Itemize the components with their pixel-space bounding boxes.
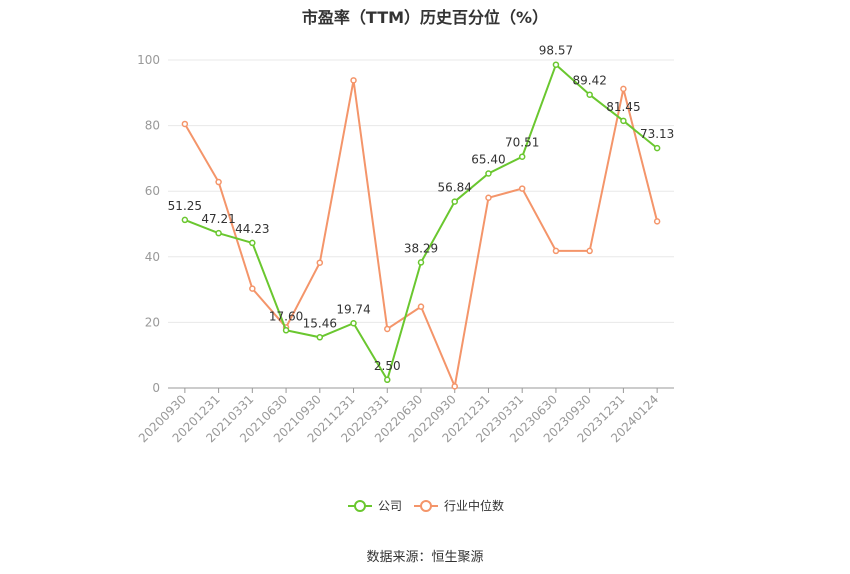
data-label: 47.21	[201, 212, 235, 226]
grid-lines	[168, 59, 674, 323]
data-label: 17.60	[269, 309, 303, 323]
data-point-industry	[518, 185, 526, 192]
data-point-company	[653, 144, 661, 152]
data-point-industry	[215, 178, 222, 186]
data-label: 51.25	[168, 199, 202, 213]
data-label: 15.46	[303, 316, 337, 330]
data-point-industry	[181, 120, 189, 128]
data-point-industry	[586, 247, 593, 255]
y-tick-label: 60	[145, 184, 160, 198]
data-point-industry	[485, 194, 492, 202]
legend-label-industry: 行业中位数	[444, 498, 504, 513]
data-point-industry	[552, 247, 560, 255]
x-axis: 2020093020201231202103312021063020210930…	[136, 387, 674, 445]
data-label: 44.23	[235, 222, 269, 236]
y-tick-label: 80	[145, 119, 160, 133]
y-tick-label: 0	[152, 381, 160, 395]
chart-title: 市盈率（TTM）历史百分位（%）	[301, 8, 549, 27]
series-layer	[181, 61, 661, 390]
legend-label-company: 公司	[378, 499, 402, 513]
data-point-company	[518, 153, 526, 160]
data-label: 65.40	[471, 152, 505, 166]
y-tick-label: 40	[145, 250, 160, 264]
data-point-industry	[316, 259, 324, 266]
y-tick-label: 20	[145, 315, 160, 329]
data-point-company	[316, 334, 324, 341]
data-point-company	[451, 198, 458, 205]
data-point-company	[485, 170, 492, 177]
data-point-industry	[653, 218, 661, 225]
data-label: 2.50	[374, 359, 401, 373]
data-point-company	[350, 320, 357, 327]
data-label: 38.29	[404, 241, 438, 255]
legend-marker-industry	[420, 500, 432, 512]
data-label: 19.74	[336, 302, 370, 316]
data-label: 98.57	[539, 44, 573, 58]
data-point-industry	[417, 303, 425, 310]
y-axis: 0 20 40 60 80 100	[137, 53, 160, 395]
legend-marker-company	[354, 500, 366, 512]
data-point-company	[249, 239, 256, 247]
data-point-industry	[350, 77, 357, 84]
data-point-company	[181, 216, 189, 224]
data-point-industry	[620, 85, 627, 93]
data-point-industry	[384, 325, 391, 333]
data-label: 81.45	[606, 100, 640, 114]
legend-item-industry[interactable]: 行业中位数	[414, 498, 504, 513]
data-point-industry	[249, 285, 256, 292]
data-point-company	[552, 61, 560, 68]
data-source: 数据来源：恒生聚源	[366, 550, 484, 565]
legend: 公司 行业中位数	[348, 498, 504, 513]
data-point-company	[384, 376, 391, 384]
data-label: 56.84	[438, 181, 472, 195]
data-point-company	[620, 117, 627, 125]
data-point-company	[282, 327, 290, 334]
data-point-company	[586, 91, 593, 98]
legend-item-company[interactable]: 公司	[348, 499, 402, 513]
y-tick-label: 100	[137, 53, 160, 67]
data-point-company	[417, 259, 425, 266]
data-label: 89.42	[572, 74, 606, 88]
data-label: 70.51	[505, 136, 539, 150]
data-point-company	[215, 229, 222, 237]
data-label: 73.13	[640, 127, 674, 141]
data-point-industry	[451, 383, 458, 390]
